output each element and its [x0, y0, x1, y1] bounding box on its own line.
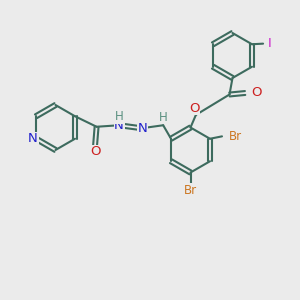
- Text: H: H: [159, 111, 168, 124]
- Text: O: O: [189, 102, 200, 115]
- Text: N: N: [28, 132, 38, 145]
- Text: Br: Br: [229, 130, 242, 143]
- Text: O: O: [90, 146, 100, 158]
- Text: N: N: [114, 119, 124, 132]
- Text: N: N: [137, 122, 147, 135]
- Text: Br: Br: [184, 184, 197, 197]
- Text: H: H: [115, 110, 124, 123]
- Text: I: I: [268, 37, 272, 50]
- Text: O: O: [252, 86, 262, 100]
